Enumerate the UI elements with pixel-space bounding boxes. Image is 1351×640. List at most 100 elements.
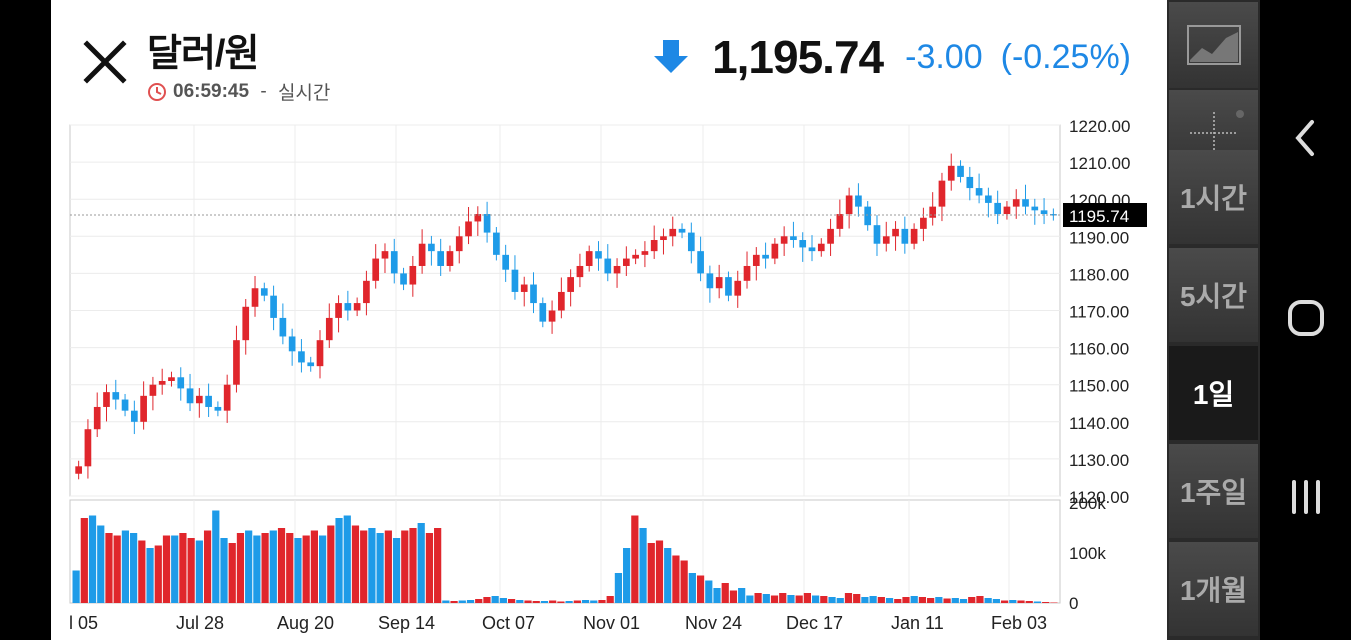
- volume-bar: [631, 515, 639, 603]
- volume-bar: [425, 533, 434, 603]
- candle: [205, 395, 212, 407]
- period-label: 1일: [1192, 379, 1235, 410]
- candle: [1012, 199, 1020, 207]
- volume-bar: [154, 545, 162, 603]
- candle: [567, 277, 574, 292]
- volume-bar: [310, 530, 318, 603]
- volume-tick-label: 100k: [1069, 544, 1106, 563]
- candle: [381, 251, 389, 259]
- volume-bar: [672, 555, 680, 603]
- volume-bar: [869, 596, 877, 603]
- volume-bar: [409, 528, 417, 603]
- x-tick-label: Nov 01: [583, 613, 640, 633]
- candle: [279, 317, 287, 337]
- candle: [1003, 206, 1011, 215]
- period-button-3[interactable]: 5시간: [1169, 248, 1258, 342]
- volume-bar: [245, 530, 253, 603]
- candle: [604, 258, 612, 274]
- candle: [855, 195, 862, 207]
- volume-bar: [507, 599, 516, 603]
- volume-bar: [1017, 600, 1025, 603]
- candle: [353, 303, 361, 311]
- candle: [650, 240, 658, 252]
- x-tick-label: Sep 14: [378, 613, 435, 633]
- candle: [585, 251, 593, 266]
- volume-bar: [475, 599, 483, 603]
- volume-bar: [976, 596, 984, 603]
- volume-bar: [491, 596, 499, 603]
- volume-bar: [113, 535, 121, 603]
- price-tick-label: 1210.00: [1069, 154, 1130, 173]
- candle: [910, 228, 918, 244]
- volume-bar: [466, 600, 475, 603]
- x-tick-label: l 05: [69, 613, 98, 633]
- volume-bar: [992, 599, 1000, 603]
- separator: -: [255, 80, 272, 102]
- candle: [75, 466, 82, 474]
- price-tick-label: 1220.00: [1069, 118, 1130, 136]
- x-tick-label: Jan 11: [891, 613, 944, 633]
- volume-bar: [540, 601, 549, 603]
- volume-bar: [302, 535, 310, 603]
- candle: [706, 273, 714, 289]
- volume-bar: [105, 533, 113, 603]
- volume-bar: [927, 598, 935, 603]
- period-button-5[interactable]: 1주일: [1169, 444, 1258, 538]
- candle: [836, 214, 844, 229]
- candle: [632, 254, 639, 259]
- candlestick-chart[interactable]: 1220.001210.001200.001190.001180.001170.…: [51, 118, 1167, 640]
- candle: [975, 188, 983, 196]
- volume-bar: [130, 533, 138, 603]
- volume-bar: [434, 528, 442, 603]
- candle: [780, 236, 788, 244]
- candle: [957, 165, 964, 177]
- candle: [985, 195, 992, 203]
- volume-bar: [746, 595, 754, 603]
- volume-bar: [787, 595, 795, 603]
- candle: [687, 232, 695, 252]
- candle: [483, 214, 491, 233]
- period-button-4[interactable]: 1일: [1169, 346, 1258, 440]
- volume-bar: [565, 601, 573, 603]
- x-tick-label: Dec 17: [786, 613, 843, 633]
- recents-icon[interactable]: [1282, 472, 1330, 520]
- volume-bar: [212, 510, 220, 603]
- volume-bar: [812, 595, 820, 603]
- volume-bar: [195, 540, 203, 603]
- volume-tick-label: 200k: [1069, 494, 1106, 513]
- volume-bar: [162, 535, 171, 603]
- candle: [409, 265, 417, 285]
- volume-bar: [721, 583, 729, 603]
- back-icon[interactable]: [1282, 114, 1330, 162]
- volume-bar: [968, 597, 976, 603]
- volume-bar: [516, 600, 524, 603]
- candle: [446, 251, 454, 266]
- line-chart-button[interactable]: [1169, 2, 1258, 88]
- price-tick-label: 1180.00: [1069, 265, 1129, 284]
- candle: [418, 243, 426, 266]
- volume-bar: [729, 590, 738, 603]
- volume-bar: [853, 594, 861, 603]
- timestamp-line: 06:59:45 - 실시간: [147, 78, 330, 105]
- home-icon[interactable]: [1282, 294, 1330, 342]
- volume-bar: [614, 573, 623, 603]
- candle: [428, 243, 435, 252]
- volume-bar: [647, 543, 655, 603]
- volume-bar: [360, 530, 368, 603]
- candle: [901, 228, 909, 244]
- period-button-2[interactable]: 1시간: [1169, 150, 1258, 244]
- candle: [168, 377, 175, 381]
- candle: [344, 303, 352, 311]
- period-button-6[interactable]: 1개월: [1169, 542, 1258, 636]
- candle: [920, 217, 927, 229]
- page-title: 달러/원: [147, 33, 259, 75]
- price-summary: 1,195.74 -3.00 (-0.25%): [652, 30, 1131, 84]
- price-tick-label: 1120.00: [1069, 488, 1129, 507]
- volume-bar: [458, 600, 466, 603]
- candle: [697, 251, 704, 274]
- candle: [158, 380, 166, 385]
- volume-bar: [664, 548, 672, 603]
- volume-bar: [598, 600, 606, 603]
- close-icon[interactable]: [81, 38, 129, 86]
- period-label: 1시간: [1179, 183, 1248, 214]
